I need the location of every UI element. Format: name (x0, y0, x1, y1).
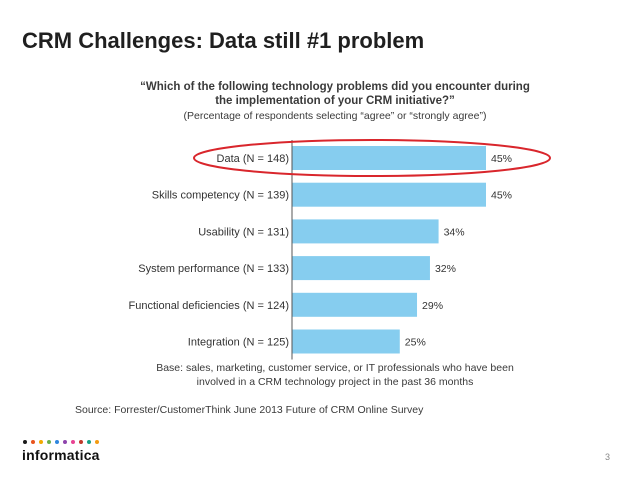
category-label: Data (N = 148) (217, 153, 289, 165)
value-label: 32% (435, 263, 456, 275)
bar (292, 292, 418, 317)
logo-dot (79, 440, 83, 444)
value-label: 25% (405, 337, 426, 349)
logo-dot (23, 440, 27, 444)
logo-dots (23, 440, 100, 444)
bar (292, 146, 486, 170)
chart-source: Source: Forrester/CustomerThink June 201… (75, 404, 424, 416)
page-number: 3 (605, 452, 611, 462)
slide-title: CRM Challenges: Data still #1 problem (22, 28, 425, 53)
bar (292, 256, 430, 281)
category-label: Functional deficiencies (N = 124) (129, 300, 290, 312)
logo-dot (55, 440, 59, 444)
chart-title: “Which of the following technology probl… (140, 81, 530, 107)
logo-dot (39, 440, 43, 444)
value-label: 45% (491, 153, 512, 165)
logo-dot (95, 440, 99, 444)
category-label: Usability (N = 131) (198, 226, 289, 238)
category-label: Integration (N = 125) (188, 337, 289, 349)
category-label: System performance (N = 133) (138, 263, 289, 275)
logo-dot (47, 440, 51, 444)
logo-dot (63, 440, 67, 444)
bar (292, 182, 486, 207)
company-logo: informatica (22, 440, 100, 463)
value-label: 29% (422, 300, 443, 312)
category-label: Skills competency (N = 139) (152, 190, 289, 202)
bar (292, 329, 400, 354)
chart-subtitle: (Percentage of respondents selecting “ag… (183, 110, 487, 122)
value-label: 34% (444, 226, 465, 238)
logo-wordmark: informatica (22, 447, 100, 463)
logo-dot (31, 440, 35, 444)
bar (292, 219, 439, 244)
logo-dot (87, 440, 91, 444)
value-label: 45% (491, 190, 512, 202)
logo-dot (71, 440, 75, 444)
highlight-ellipse (193, 139, 551, 177)
chart-base-note: Base: sales, marketing, customer service… (156, 362, 514, 388)
